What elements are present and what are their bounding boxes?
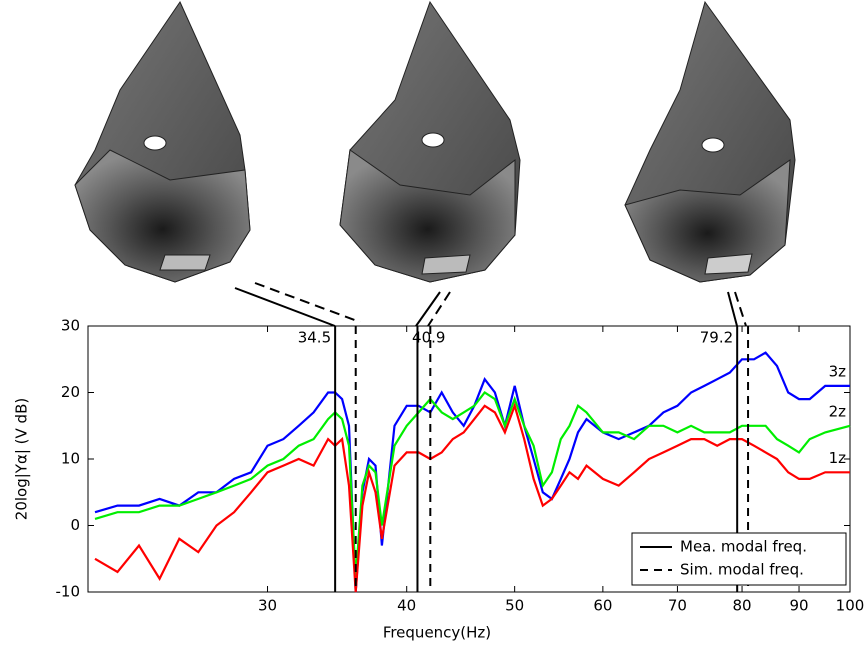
- y-tick-label: -10: [56, 583, 81, 601]
- mode-shape-illustrations: [74, 0, 796, 283]
- leader-line: [427, 291, 451, 327]
- mode-label: 40.9: [412, 329, 445, 347]
- leader-lines: [234, 282, 747, 327]
- x-tick-label: 30: [258, 597, 277, 615]
- mode-label: 79.2: [700, 329, 733, 347]
- x-tick-label: 50: [505, 597, 524, 615]
- mode-shape-3: [624, 0, 796, 283]
- leader-line: [734, 291, 747, 327]
- y-tick-label: 0: [70, 516, 80, 534]
- y-tick-label: 30: [61, 317, 80, 335]
- legend-label: Sim. modal freq.: [680, 561, 804, 579]
- y-axis-label: 20log|Yα| (V dB): [13, 398, 31, 520]
- x-tick-label: 70: [668, 597, 687, 615]
- leader-line: [254, 282, 361, 323]
- y-tick-label: 20: [61, 383, 80, 401]
- x-axis-label: Frequency(Hz): [383, 624, 491, 642]
- mode-label: 34.5: [298, 329, 331, 347]
- x-tick-label: 80: [732, 597, 751, 615]
- x-tick-label: 90: [789, 597, 808, 615]
- series-line: [94, 402, 850, 593]
- x-tick-label: 40: [397, 597, 416, 615]
- mode-shape-2: [339, 0, 521, 283]
- series-label: 2z: [829, 402, 847, 420]
- series-label: 1z: [829, 449, 847, 467]
- series-line: [94, 351, 850, 593]
- series-line: [94, 391, 851, 579]
- legend-label: Mea. modal freq.: [680, 538, 807, 556]
- y-tick-label: 10: [61, 450, 80, 468]
- x-tick-label: 60: [593, 597, 612, 615]
- x-tick-label: 100: [836, 597, 865, 615]
- series-label: 3z: [829, 362, 847, 380]
- leader-line: [727, 291, 738, 327]
- leader-line: [234, 287, 336, 327]
- mode-shape-1: [74, 0, 251, 283]
- legend-box: [631, 532, 847, 586]
- leader-line: [415, 291, 441, 327]
